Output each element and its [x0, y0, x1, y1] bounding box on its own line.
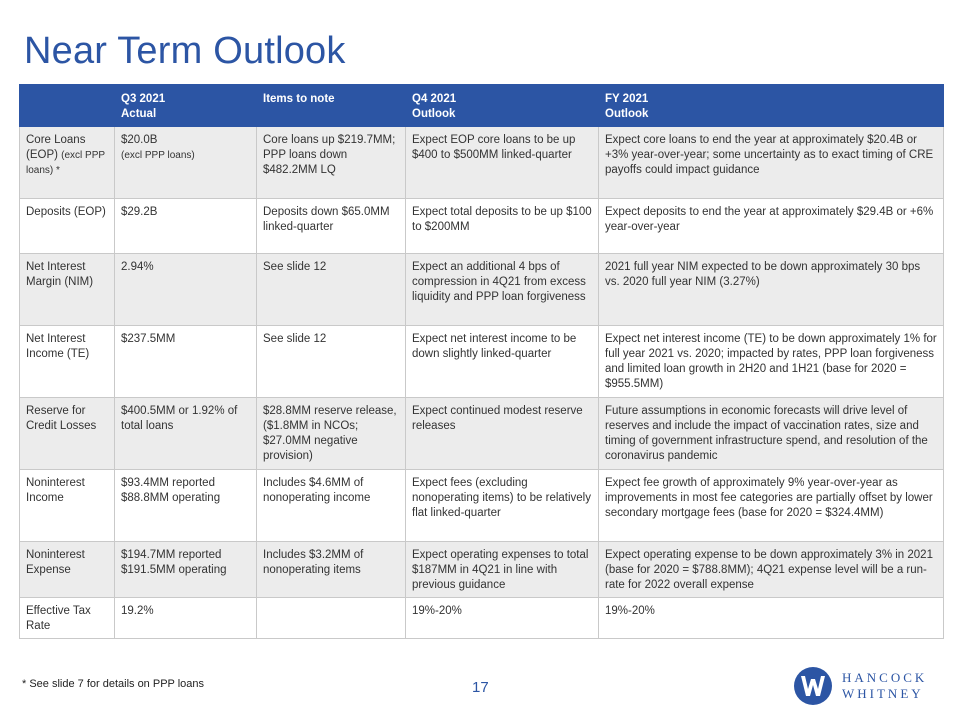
items-cell: [256, 597, 406, 639]
table-row: Reserve for Credit Losses $400.5MM or 1.…: [19, 397, 944, 470]
page-number: 17: [472, 679, 489, 696]
row-label: Net Interest Margin (NIM): [19, 253, 115, 326]
hancock-whitney-logo-icon: [794, 667, 832, 705]
q3-actual-cell: $93.4MM reported $88.8MM operating: [114, 469, 257, 542]
header-line2: Outlook: [412, 108, 456, 120]
q3-actual-cell: $29.2B: [114, 198, 257, 254]
q3-actual-cell: $400.5MM or 1.92% of total loans: [114, 397, 257, 470]
q4-outlook-cell: 19%-20%: [405, 597, 599, 639]
table-row: Noninterest Income $93.4MM reported $88.…: [19, 469, 944, 542]
header-line1: Q3 2021: [121, 93, 166, 105]
page-title: Near Term Outlook: [24, 30, 346, 72]
items-cell: Deposits down $65.0MM linked-quarter: [256, 198, 406, 254]
footnote: * See slide 7 for details on PPP loans: [22, 678, 205, 690]
header-line2: Actual: [121, 108, 157, 120]
items-cell: $28.8MM reserve release, ($1.8MM in NCOs…: [256, 397, 406, 470]
fy-outlook-cell: 19%-20%: [598, 597, 944, 639]
fy-outlook-cell: 2021 full year NIM expected to be down a…: [598, 253, 944, 326]
q3-actual-cell: $237.5MM: [114, 325, 257, 398]
fy-outlook-cell: Expect fee growth of approximately 9% ye…: [598, 469, 944, 542]
fy-outlook-cell: Expect operating expense to be down appr…: [598, 541, 944, 598]
row-label-text: Core Loans (EOP): [26, 134, 86, 161]
fy-outlook-cell: Expect deposits to end the year at appro…: [598, 198, 944, 254]
table-header-row: Q3 2021 Actual Items to note Q4 2021 Out…: [19, 84, 944, 127]
q3-actual-cell: 2.94%: [114, 253, 257, 326]
table-row: Net Interest Income (TE) $237.5MM See sl…: [19, 325, 944, 398]
q4-outlook-cell: Expect continued modest reserve releases: [405, 397, 599, 470]
items-cell: Core loans up $219.7MM; PPP loans down $…: [256, 126, 406, 199]
items-cell: Includes $3.2MM of nonoperating items: [256, 541, 406, 598]
q4-outlook-cell: Expect total deposits to be up $100 to $…: [405, 198, 599, 254]
header-fy-outlook: FY 2021 Outlook: [598, 84, 944, 127]
q4-outlook-cell: Expect fees (excluding nonoperating item…: [405, 469, 599, 542]
table-row: Net Interest Margin (NIM) 2.94% See slid…: [19, 253, 944, 326]
header-blank: [19, 84, 115, 127]
row-label: Noninterest Expense: [19, 541, 115, 598]
q3-value: $20.0B: [121, 134, 158, 146]
header-line1: FY 2021: [605, 93, 649, 105]
q3-actual-cell: $194.7MM reported $191.5MM operating: [114, 541, 257, 598]
header-q4-outlook: Q4 2021 Outlook: [405, 84, 599, 127]
table-row: Deposits (EOP) $29.2B Deposits down $65.…: [19, 198, 944, 254]
table-row: Core Loans (EOP) (excl PPP loans) * $20.…: [19, 126, 944, 199]
row-label: Noninterest Income: [19, 469, 115, 542]
header-line1: Q4 2021: [412, 93, 457, 105]
q4-outlook-cell: Expect EOP core loans to be up $400 to $…: [405, 126, 599, 199]
company-logo: HANCOCK WHITNEY: [794, 664, 944, 708]
items-cell: See slide 12: [256, 253, 406, 326]
header-items-to-note: Items to note: [256, 84, 406, 127]
q3-actual-cell: $20.0B (excl PPP loans): [114, 126, 257, 199]
fy-outlook-cell: Future assumptions in economic forecasts…: [598, 397, 944, 470]
items-cell: See slide 12: [256, 325, 406, 398]
logo-text: HANCOCK WHITNEY: [842, 670, 927, 702]
q4-outlook-cell: Expect operating expenses to total $187M…: [405, 541, 599, 598]
logo-line2: WHITNEY: [842, 686, 924, 701]
header-line1: Items to note: [263, 93, 335, 105]
row-label: Reserve for Credit Losses: [19, 397, 115, 470]
items-cell: Includes $4.6MM of nonoperating income: [256, 469, 406, 542]
row-label: Core Loans (EOP) (excl PPP loans) *: [19, 126, 115, 199]
row-label-note: (excl PPP loans) *: [26, 150, 105, 176]
header-q3-actual: Q3 2021 Actual: [114, 84, 257, 127]
fy-outlook-cell: Expect core loans to end the year at app…: [598, 126, 944, 199]
fy-outlook-cell: Expect net interest income (TE) to be do…: [598, 325, 944, 398]
table-row: Noninterest Expense $194.7MM reported $1…: [19, 541, 944, 598]
outlook-table: Q3 2021 Actual Items to note Q4 2021 Out…: [19, 84, 944, 639]
q3-actual-cell: 19.2%: [114, 597, 257, 639]
row-label: Net Interest Income (TE): [19, 325, 115, 398]
q4-outlook-cell: Expect an additional 4 bps of compressio…: [405, 253, 599, 326]
logo-line1: HANCOCK: [842, 670, 928, 685]
row-label: Effective Tax Rate: [19, 597, 115, 639]
table-row: Effective Tax Rate 19.2% 19%-20% 19%-20%: [19, 597, 944, 639]
q4-outlook-cell: Expect net interest income to be down sl…: [405, 325, 599, 398]
header-line2: Outlook: [605, 108, 649, 120]
q3-note: (excl PPP loans): [121, 150, 195, 161]
row-label: Deposits (EOP): [19, 198, 115, 254]
